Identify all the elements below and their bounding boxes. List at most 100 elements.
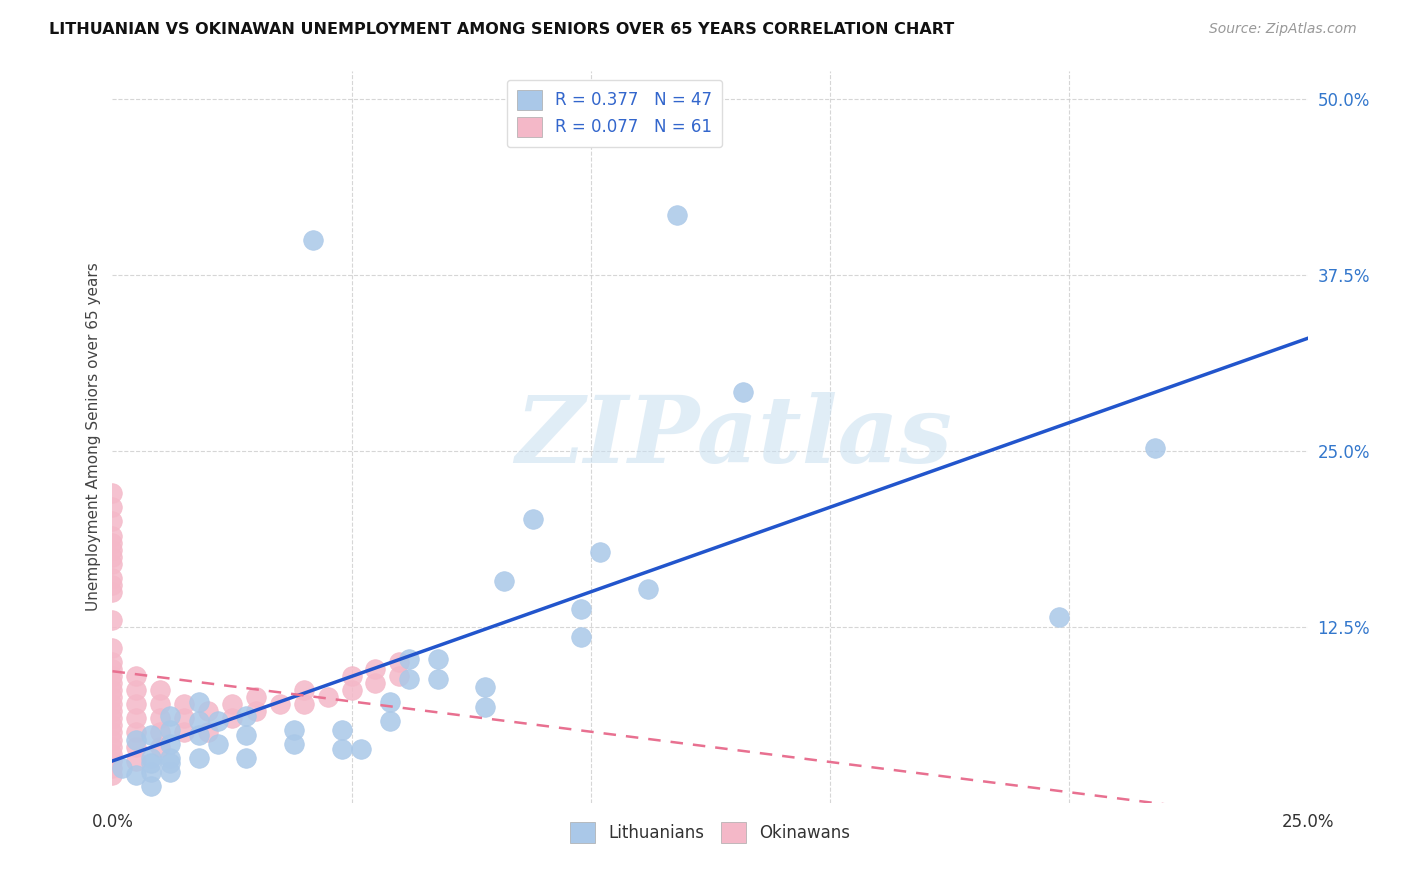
Point bbox=[101, 725, 124, 739]
Point bbox=[159, 708, 181, 723]
Point bbox=[159, 723, 181, 737]
Point bbox=[187, 728, 209, 742]
Point bbox=[101, 542, 124, 557]
Point bbox=[494, 574, 516, 588]
Point bbox=[101, 571, 124, 585]
Point bbox=[101, 535, 124, 549]
Point bbox=[101, 669, 124, 683]
Point bbox=[101, 739, 124, 754]
Point bbox=[292, 683, 315, 698]
Point bbox=[139, 756, 162, 771]
Point bbox=[398, 652, 420, 666]
Point bbox=[101, 528, 124, 542]
Point bbox=[125, 754, 148, 768]
Point bbox=[101, 705, 124, 719]
Point bbox=[101, 486, 124, 500]
Point bbox=[101, 767, 124, 781]
Point bbox=[302, 233, 325, 247]
Point bbox=[733, 385, 755, 400]
Point bbox=[125, 739, 148, 754]
Point bbox=[589, 545, 612, 559]
Point bbox=[101, 662, 124, 676]
Point bbox=[221, 698, 243, 712]
Point bbox=[245, 705, 267, 719]
Point bbox=[187, 714, 209, 729]
Point bbox=[235, 708, 257, 723]
Y-axis label: Unemployment Among Seniors over 65 years: Unemployment Among Seniors over 65 years bbox=[86, 263, 101, 611]
Point bbox=[522, 511, 544, 525]
Point bbox=[426, 672, 449, 686]
Point bbox=[139, 779, 162, 793]
Point bbox=[173, 725, 195, 739]
Point bbox=[125, 732, 148, 747]
Point bbox=[330, 742, 353, 756]
Point bbox=[101, 683, 124, 698]
Text: ZIPatlas: ZIPatlas bbox=[516, 392, 952, 482]
Point bbox=[159, 737, 181, 751]
Point bbox=[139, 728, 162, 742]
Point bbox=[125, 725, 148, 739]
Point bbox=[235, 751, 257, 765]
Point bbox=[245, 690, 267, 705]
Point bbox=[364, 662, 387, 676]
Point bbox=[187, 751, 209, 765]
Text: LITHUANIAN VS OKINAWAN UNEMPLOYMENT AMONG SENIORS OVER 65 YEARS CORRELATION CHAR: LITHUANIAN VS OKINAWAN UNEMPLOYMENT AMON… bbox=[49, 22, 955, 37]
Point bbox=[1047, 610, 1070, 624]
Point bbox=[330, 723, 353, 737]
Point bbox=[207, 737, 229, 751]
Point bbox=[173, 711, 195, 725]
Point bbox=[101, 711, 124, 725]
Point bbox=[665, 208, 688, 222]
Point bbox=[292, 698, 315, 712]
Point bbox=[149, 711, 172, 725]
Point bbox=[125, 767, 148, 781]
Point bbox=[101, 718, 124, 732]
Point bbox=[207, 714, 229, 729]
Point bbox=[101, 578, 124, 592]
Point bbox=[149, 698, 172, 712]
Point bbox=[125, 669, 148, 683]
Point bbox=[283, 737, 305, 751]
Point bbox=[111, 761, 134, 775]
Point bbox=[139, 751, 162, 765]
Point bbox=[149, 683, 172, 698]
Point bbox=[101, 613, 124, 627]
Point bbox=[101, 557, 124, 571]
Legend: Lithuanians, Okinawans: Lithuanians, Okinawans bbox=[564, 815, 856, 849]
Point bbox=[125, 698, 148, 712]
Point bbox=[474, 681, 496, 695]
Text: Source: ZipAtlas.com: Source: ZipAtlas.com bbox=[1209, 22, 1357, 37]
Point bbox=[316, 690, 339, 705]
Point bbox=[125, 711, 148, 725]
Point bbox=[139, 764, 162, 779]
Point bbox=[101, 549, 124, 564]
Point bbox=[101, 584, 124, 599]
Point bbox=[159, 751, 181, 765]
Point bbox=[159, 756, 181, 771]
Point bbox=[221, 711, 243, 725]
Point bbox=[149, 739, 172, 754]
Point bbox=[101, 747, 124, 761]
Point bbox=[173, 698, 195, 712]
Point bbox=[101, 515, 124, 529]
Point bbox=[378, 714, 401, 729]
Point bbox=[197, 705, 219, 719]
Point bbox=[637, 582, 659, 596]
Point bbox=[283, 723, 305, 737]
Point bbox=[340, 669, 363, 683]
Point bbox=[1143, 442, 1166, 456]
Point bbox=[269, 698, 291, 712]
Point bbox=[569, 630, 592, 644]
Point bbox=[474, 700, 496, 714]
Point bbox=[159, 764, 181, 779]
Point bbox=[101, 754, 124, 768]
Point bbox=[388, 669, 411, 683]
Point bbox=[101, 698, 124, 712]
Point bbox=[149, 725, 172, 739]
Point bbox=[101, 761, 124, 775]
Point bbox=[125, 683, 148, 698]
Point bbox=[426, 652, 449, 666]
Point bbox=[569, 601, 592, 615]
Point bbox=[197, 725, 219, 739]
Point bbox=[101, 655, 124, 669]
